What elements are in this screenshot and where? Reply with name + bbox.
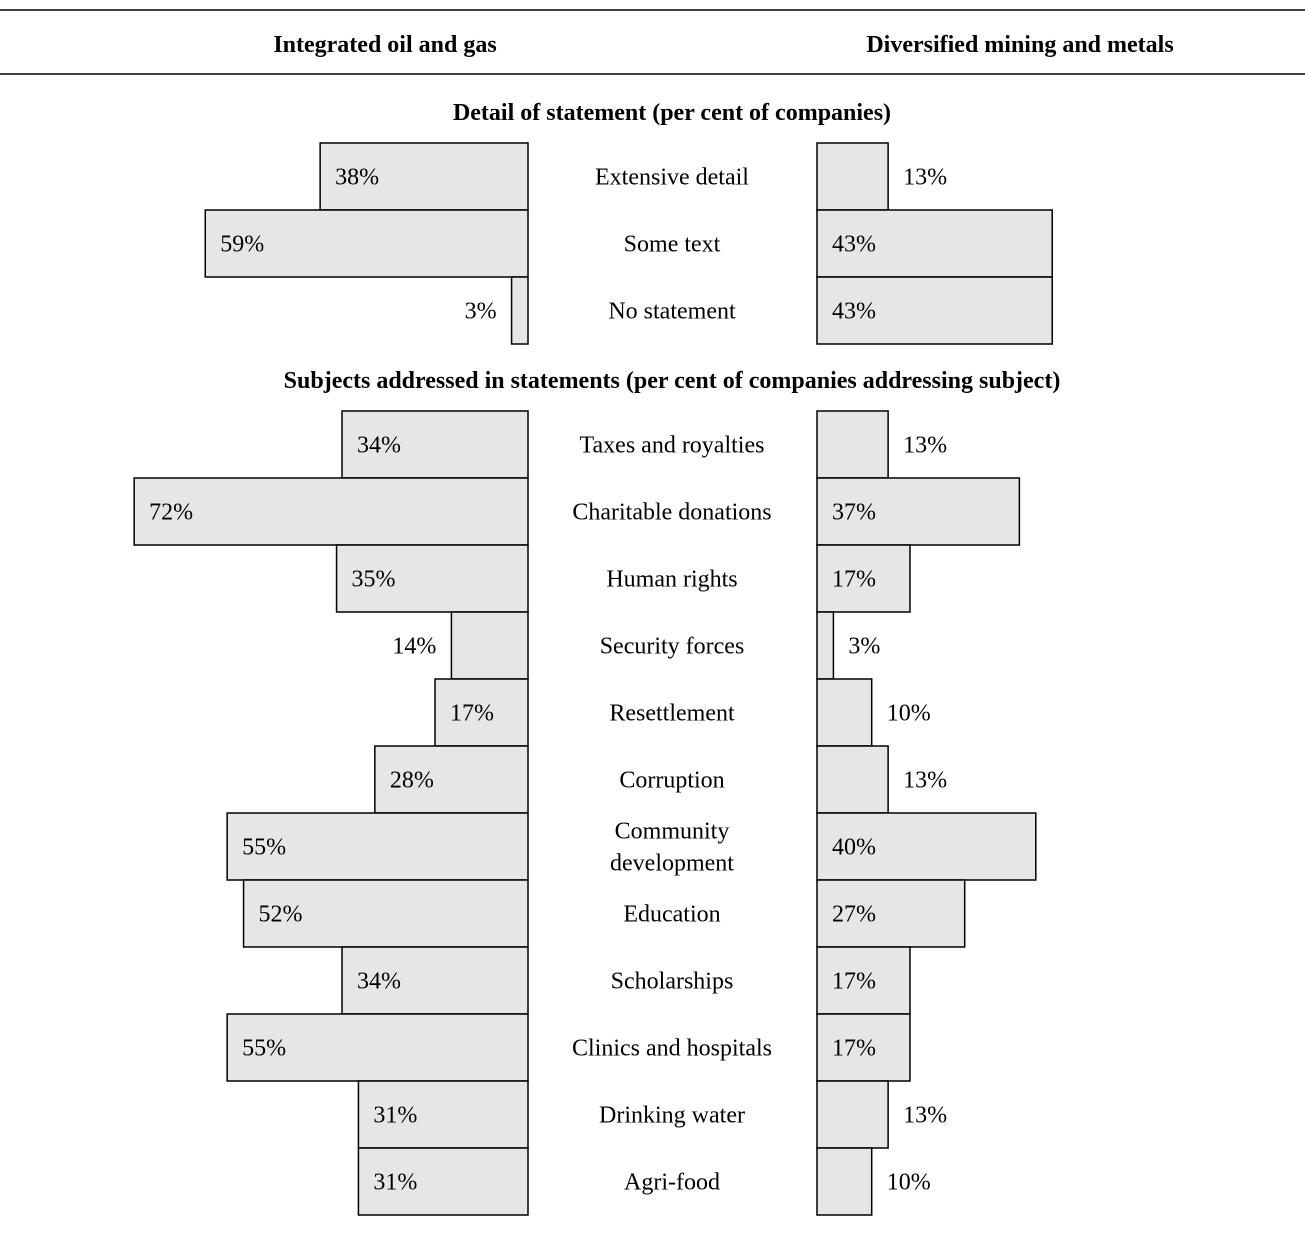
bar-left-charitable-donations [133,477,529,546]
value-label-right-human-rights: 17% [832,567,876,593]
bar-right-agri-food [816,1147,873,1216]
category-label-extensive-detail: Extensive detail [595,165,749,191]
category-label-scholarships: Scholarships [611,969,734,995]
bar-right-education [816,879,966,948]
bar-right-drinking-water [816,1080,889,1149]
value-label-right-no-statement: 43% [832,299,876,325]
section-title: Detail of statement (per cent of compani… [453,100,891,126]
value-label-left-security-forces: 14% [392,634,436,660]
value-label-left-agri-food: 31% [373,1170,417,1196]
value-label-right-clinics-and-hospitals: 17% [832,1036,876,1062]
bar-left-corruption [374,745,529,814]
section-title: Subjects addressed in statements (per ce… [284,368,1061,394]
category-label-community-development: Community development [610,819,734,877]
value-label-right-charitable-donations: 37% [832,500,876,526]
category-label-human-rights: Human rights [606,567,737,593]
bar-right-human-rights [816,544,911,613]
value-label-left-some-text: 59% [220,232,264,258]
bar-left-some-text [204,209,529,278]
value-label-left-education: 52% [259,902,303,928]
value-label-left-drinking-water: 31% [373,1103,417,1129]
category-label-clinics-and-hospitals: Clinics and hospitals [572,1036,772,1062]
category-label-education: Education [623,902,720,928]
category-label-charitable-donations: Charitable donations [572,500,771,526]
category-label-drinking-water: Drinking water [599,1103,745,1129]
bar-right-no-statement [816,276,1053,345]
category-label-resettlement: Resettlement [609,701,735,727]
bar-right-security-forces [816,611,835,680]
value-label-right-some-text: 43% [832,232,876,258]
bar-right-extensive-detail [816,142,889,211]
value-label-right-security-forces: 3% [848,634,880,660]
value-label-left-no-statement: 3% [465,299,497,325]
bar-right-scholarships [816,946,911,1015]
value-label-left-clinics-and-hospitals: 55% [242,1036,286,1062]
category-label-taxes-and-royalties: Taxes and royalties [580,433,765,459]
category-label-line: development [610,851,734,877]
bar-left-human-rights [335,544,529,613]
value-label-left-community-development: 55% [242,835,286,861]
bar-right-corruption [816,745,889,814]
bar-left-no-statement [510,276,529,345]
bar-right-resettlement [816,678,873,747]
value-label-right-extensive-detail: 13% [903,165,947,191]
value-label-right-scholarships: 17% [832,969,876,995]
bar-right-taxes-and-royalties [816,410,889,479]
value-label-left-scholarships: 34% [357,969,401,995]
value-label-right-corruption: 13% [903,768,947,794]
category-label-some-text: Some text [624,232,721,258]
bar-left-agri-food [357,1147,529,1216]
bar-left-scholarships [341,946,529,1015]
category-label-line: Community [615,819,730,845]
value-label-right-education: 27% [832,902,876,928]
value-label-left-resettlement: 17% [450,701,494,727]
bar-right-community-development [816,812,1037,881]
value-label-right-agri-food: 10% [887,1170,931,1196]
value-label-left-human-rights: 35% [352,567,396,593]
bar-right-some-text [816,209,1053,278]
bar-left-community-development [226,812,529,881]
value-label-right-taxes-and-royalties: 13% [903,433,947,459]
value-label-right-resettlement: 10% [887,701,931,727]
bar-right-charitable-donations [816,477,1021,546]
value-label-right-drinking-water: 13% [903,1103,947,1129]
category-label-agri-food: Agri-food [624,1170,720,1196]
category-label-security-forces: Security forces [600,634,745,660]
bar-right-clinics-and-hospitals [816,1013,911,1082]
value-label-left-taxes-and-royalties: 34% [357,433,401,459]
value-label-left-charitable-donations: 72% [149,500,193,526]
value-label-left-corruption: 28% [390,768,434,794]
bar-left-clinics-and-hospitals [226,1013,529,1082]
category-label-corruption: Corruption [619,768,724,794]
chart-plot-area: Detail of statement (per cent of compani… [133,100,1061,1216]
bar-left-extensive-detail [319,142,529,211]
bar-left-taxes-and-royalties [341,410,529,479]
value-label-right-community-development: 40% [832,835,876,861]
bar-left-education [242,879,529,948]
value-label-left-extensive-detail: 38% [335,165,379,191]
left-column-header: Integrated oil and gas [273,32,496,58]
bar-left-security-forces [450,611,529,680]
category-label-no-statement: No statement [608,299,736,325]
right-column-header: Diversified mining and metals [866,32,1173,58]
